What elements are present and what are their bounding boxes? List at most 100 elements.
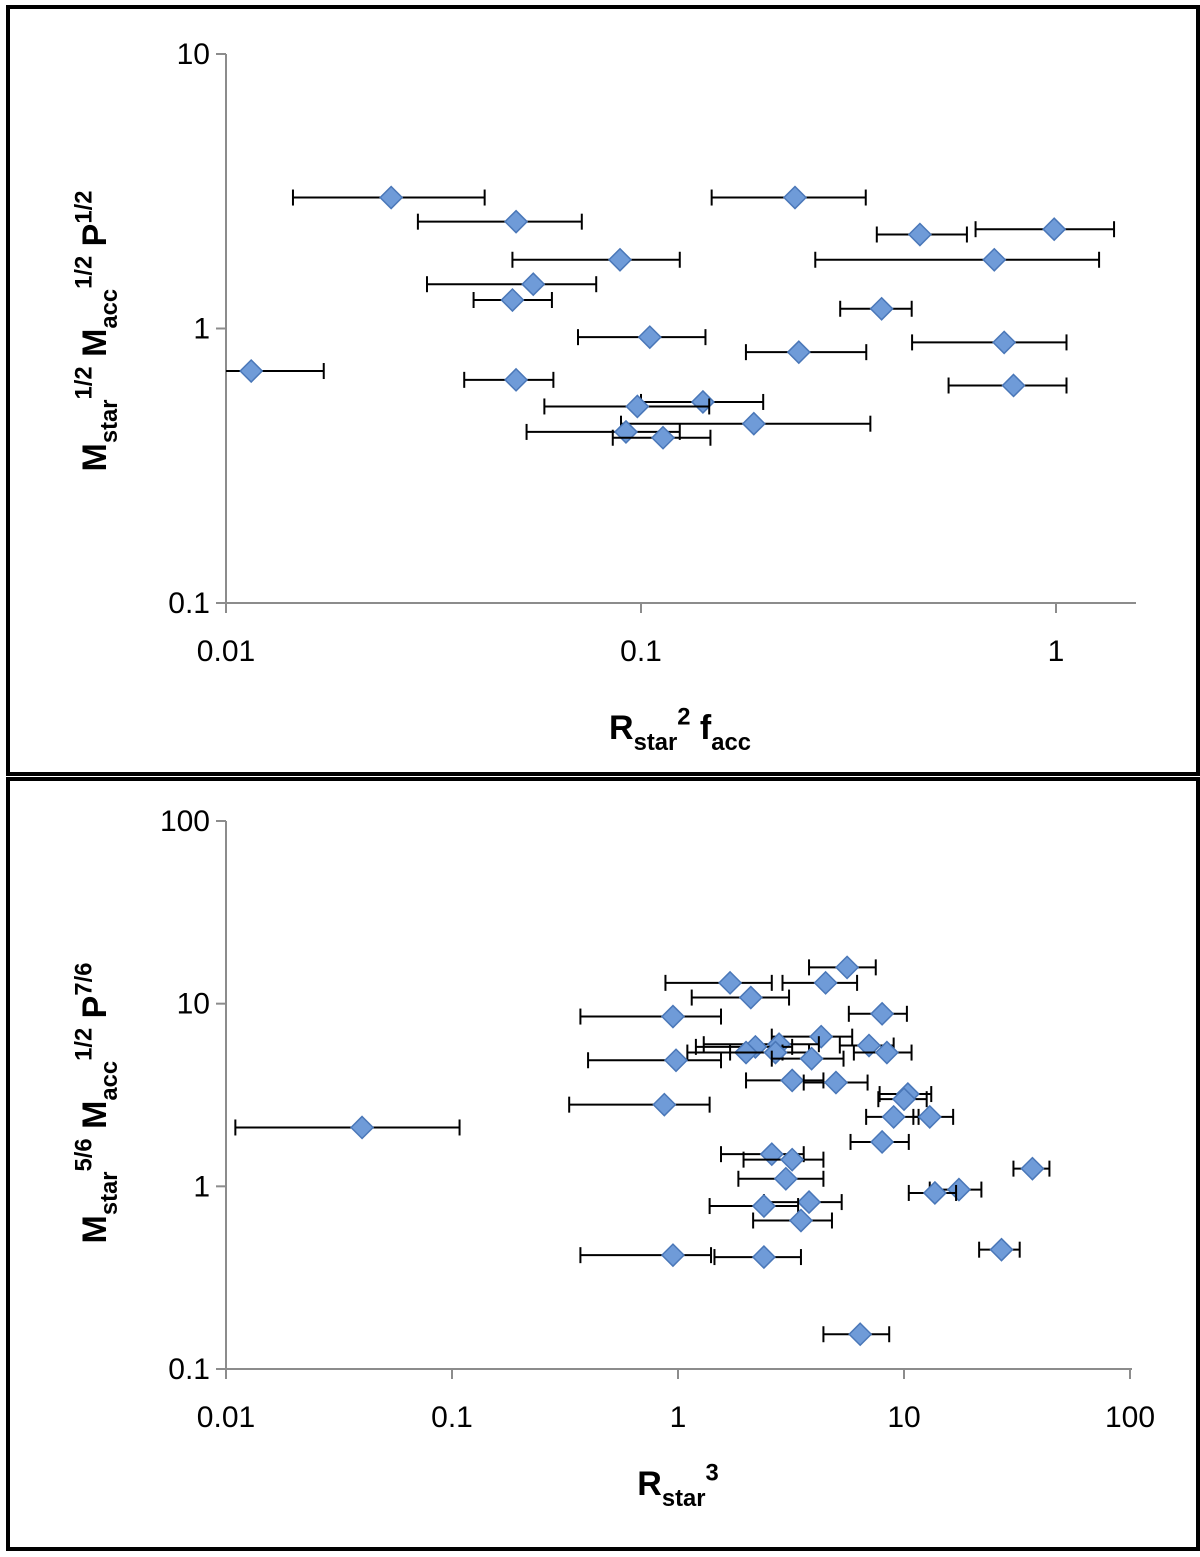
diamond-marker (982, 247, 1007, 272)
y-tick-label: 1 (193, 313, 210, 346)
x-axis-label-part: R (609, 709, 634, 747)
y-axis-label-part: 5/6 (71, 1138, 98, 1171)
data-point (576, 325, 707, 350)
diamond-marker (625, 394, 650, 419)
data-point (579, 1243, 713, 1268)
x-axis-label: Rstar3 (637, 1460, 718, 1512)
chart-panel-bottom: 0.1 1 10 100 0.01 0.1 1 10 100 Rstar3 Mstar5/6 Mac… (6, 777, 1200, 1551)
diamond-marker (869, 296, 894, 321)
diamond-marker (874, 1040, 899, 1065)
diamond-marker (660, 1004, 686, 1029)
x-axis-label-part: acc (711, 729, 751, 756)
y-axis-label-part: star (96, 399, 123, 443)
diamond-marker (652, 1092, 677, 1117)
diamond-marker (637, 325, 662, 350)
y-axis-label-part: star (96, 1171, 123, 1215)
diamond-marker (1042, 217, 1067, 242)
diamond-marker (379, 185, 404, 210)
diamond-marker (504, 209, 529, 234)
diamond-marker (891, 1087, 917, 1112)
data-point (620, 411, 872, 436)
data-point (781, 970, 859, 995)
y-axis-label-part: acc (96, 289, 123, 329)
data-point (710, 185, 867, 210)
data-point (568, 1092, 711, 1117)
data-point (852, 1040, 913, 1065)
data-point (611, 425, 712, 450)
diamond-marker (870, 1001, 895, 1026)
data-point (911, 330, 1068, 355)
data-point (770, 1024, 854, 1049)
diamond-marker (946, 1177, 971, 1202)
data-point (978, 1237, 1021, 1262)
x-axis-label-part: star (634, 729, 678, 756)
y-axis-label: Mstar1/2 Macc1/2 P1/2 (71, 191, 123, 472)
x-tick-label: 1 (1048, 635, 1065, 668)
diamond-marker (848, 1322, 873, 1347)
diamond-marker (751, 1193, 776, 1219)
y-tick-label: 10 (177, 988, 210, 1021)
y-tick-label: 1 (193, 1170, 210, 1203)
data-point (912, 1104, 955, 1129)
data-point (808, 955, 877, 980)
diamond-marker (835, 955, 860, 980)
data-point (877, 1087, 928, 1112)
y-tick-label: 0.1 (168, 587, 210, 620)
x-tick-label: 100 (1105, 1401, 1155, 1434)
y-axis-label-part: M (76, 329, 114, 367)
diamond-marker (663, 1048, 689, 1073)
diamond-marker (239, 358, 264, 384)
diamond-marker (870, 1129, 895, 1154)
data-point (579, 1004, 723, 1029)
y-axis-label-part: 1/2 (71, 1028, 98, 1061)
diamond-marker (1020, 1156, 1045, 1181)
y-tick-label: 0.1 (168, 1353, 210, 1386)
y-axis-label-part: P (76, 996, 114, 1028)
data-point (543, 394, 711, 419)
data-point (847, 1001, 908, 1026)
diamond-marker (500, 287, 525, 313)
data-point (865, 1104, 920, 1129)
diamond-marker (796, 1190, 822, 1215)
diamond-marker (780, 1147, 805, 1172)
y-axis-label-part: P (76, 224, 114, 256)
diamond-marker (751, 1245, 776, 1270)
diamond-marker (788, 1208, 814, 1233)
diamond-marker (690, 389, 715, 415)
data-point (744, 340, 868, 365)
data-point (587, 1048, 723, 1073)
y-axis-label-part: 1/2 (71, 366, 98, 399)
y-axis-label-part: M (76, 443, 114, 471)
diamond-marker (782, 185, 808, 210)
diamond-marker (917, 1104, 942, 1129)
data-point (226, 358, 325, 384)
x-axis-label-part: 3 (705, 1460, 718, 1487)
y-axis-label-part: M (76, 1101, 114, 1139)
data-point (974, 217, 1116, 242)
diamond-marker (718, 970, 743, 995)
diamond-marker (823, 1070, 849, 1095)
chart-panel-top: 0.1 1 10 0.01 0.1 1 Rstar2 facc Mstar1/2 Macc1/… (6, 5, 1200, 776)
diamond-marker (813, 970, 838, 995)
data-point (770, 1046, 845, 1071)
x-tick-label: 0.1 (431, 1401, 473, 1434)
y-axis-label-part: 1/2 (71, 191, 98, 224)
data-point (822, 1322, 891, 1347)
data-point (762, 1190, 843, 1215)
data-point (907, 1180, 958, 1206)
data-point (234, 1115, 461, 1140)
x-tick-label: 0.01 (197, 1401, 255, 1434)
data-point (839, 296, 913, 321)
data-point (472, 287, 553, 313)
x-axis-label-part: f (690, 709, 711, 747)
y-tick-label: 100 (160, 805, 210, 838)
data-point (745, 1068, 825, 1093)
diamond-marker (660, 1243, 686, 1268)
x-axis-label-part: R (637, 1465, 662, 1503)
y-axis-label-part: 1/2 (71, 256, 98, 289)
x-tick-label: 10 (887, 1401, 920, 1434)
diamond-marker (1001, 373, 1026, 398)
diamond-marker (881, 1104, 906, 1129)
